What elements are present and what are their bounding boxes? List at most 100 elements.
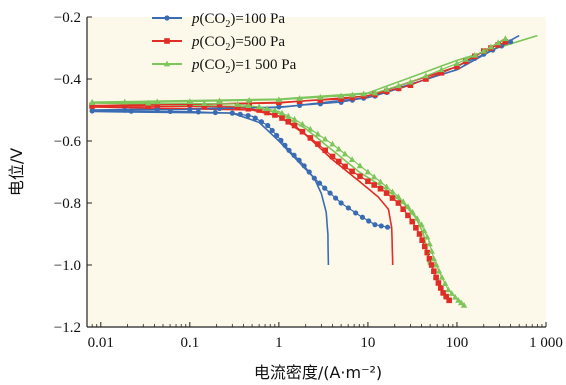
data-point — [404, 203, 412, 210]
data-point — [145, 103, 152, 110]
data-point — [265, 122, 271, 129]
data-point — [437, 285, 444, 291]
data-point — [121, 98, 128, 105]
axes: 0.01 0.1 1 10 100 1 000 −0.2 −0.4 −0.6 −0.8 −1.0 −1… — [54, 10, 563, 351]
data-point — [409, 208, 416, 215]
data-point — [271, 107, 279, 114]
data-point — [88, 99, 96, 105]
data-point — [443, 293, 449, 300]
data-point — [348, 156, 356, 162]
legend-entry-2: p(CO2)=500 Pa — [152, 34, 285, 53]
y-tick-label: −1.2 — [54, 320, 81, 336]
data-point — [276, 99, 282, 106]
data-point — [357, 173, 363, 180]
data-point — [299, 120, 306, 127]
data-point — [455, 296, 462, 303]
data-point — [285, 112, 292, 119]
data-point — [395, 200, 402, 206]
data-point — [413, 215, 421, 221]
data-point — [297, 102, 303, 108]
x-tick-label: 10 — [360, 335, 375, 351]
data-point — [246, 100, 252, 106]
data-point — [370, 173, 378, 180]
data-point — [366, 218, 372, 224]
data-point — [356, 162, 364, 169]
data-point — [378, 223, 384, 229]
data-point — [122, 107, 128, 113]
data-point — [384, 224, 391, 230]
data-point — [128, 108, 134, 114]
data-point — [317, 97, 324, 103]
data-point — [272, 112, 278, 118]
data-point — [441, 280, 449, 286]
data-point — [311, 175, 317, 181]
data-point — [353, 210, 359, 216]
data-point — [274, 132, 280, 139]
data-point — [428, 262, 435, 268]
data-point — [201, 100, 208, 106]
data-point — [395, 85, 402, 92]
data-point — [121, 102, 128, 108]
data-point — [154, 98, 161, 105]
data-point — [327, 190, 333, 196]
legend-entry-3: p(CO2)=1 500 Pa — [152, 57, 297, 76]
data-point — [372, 222, 378, 228]
legend-swatch-marker — [163, 60, 171, 67]
data-point — [329, 153, 336, 160]
data-point — [264, 109, 270, 116]
data-point — [245, 105, 252, 112]
data-point — [460, 301, 468, 308]
data-point — [285, 118, 292, 125]
data-point — [314, 130, 322, 137]
x-tick-label: 0.1 — [180, 335, 199, 351]
legend-swatch-marker — [164, 38, 170, 44]
data-point — [256, 107, 262, 113]
data-point — [445, 286, 452, 293]
data-point — [335, 158, 342, 165]
data-point — [282, 142, 288, 148]
data-point — [186, 98, 194, 105]
data-point — [286, 147, 292, 153]
data-point — [383, 183, 390, 190]
legend-entry-1: p(CO2)=100 Pa — [152, 11, 285, 30]
data-point — [365, 178, 371, 185]
data-point — [424, 249, 430, 256]
series-1-fit-cathodic — [92, 110, 330, 266]
legend-label: p(CO2)=1 500 Pa — [191, 57, 297, 76]
data-point — [349, 94, 356, 101]
data-point — [322, 185, 328, 191]
data-point — [453, 60, 461, 66]
data-point — [395, 82, 402, 89]
data-point — [389, 195, 396, 201]
data-point — [315, 141, 321, 147]
data-point — [431, 268, 437, 274]
data-point — [296, 157, 302, 163]
data-point — [195, 109, 201, 115]
data-point — [430, 255, 438, 262]
data-point — [332, 195, 339, 201]
data-point — [433, 261, 440, 268]
data-point — [307, 135, 314, 141]
data-point — [154, 101, 161, 108]
data-point — [428, 247, 435, 254]
data-point — [307, 125, 314, 132]
legend-swatch-marker — [164, 15, 170, 21]
legend-label: p(CO2)=100 Pa — [191, 11, 285, 30]
data-point — [371, 182, 377, 188]
y-tick-label: −0.6 — [54, 134, 82, 150]
data-point — [440, 290, 446, 296]
data-point — [435, 267, 443, 274]
data-point — [371, 89, 379, 96]
data-point — [349, 168, 355, 175]
data-point — [216, 97, 223, 104]
data-point — [89, 103, 95, 109]
data-point — [364, 168, 372, 175]
y-tick-label: −0.4 — [54, 72, 82, 88]
data-point — [349, 91, 356, 98]
data-point — [405, 212, 411, 219]
data-point — [201, 103, 208, 110]
x-tick-label: 100 — [446, 335, 469, 351]
data-point — [480, 47, 487, 54]
data-point — [407, 82, 414, 88]
series-3-markers — [88, 35, 509, 308]
